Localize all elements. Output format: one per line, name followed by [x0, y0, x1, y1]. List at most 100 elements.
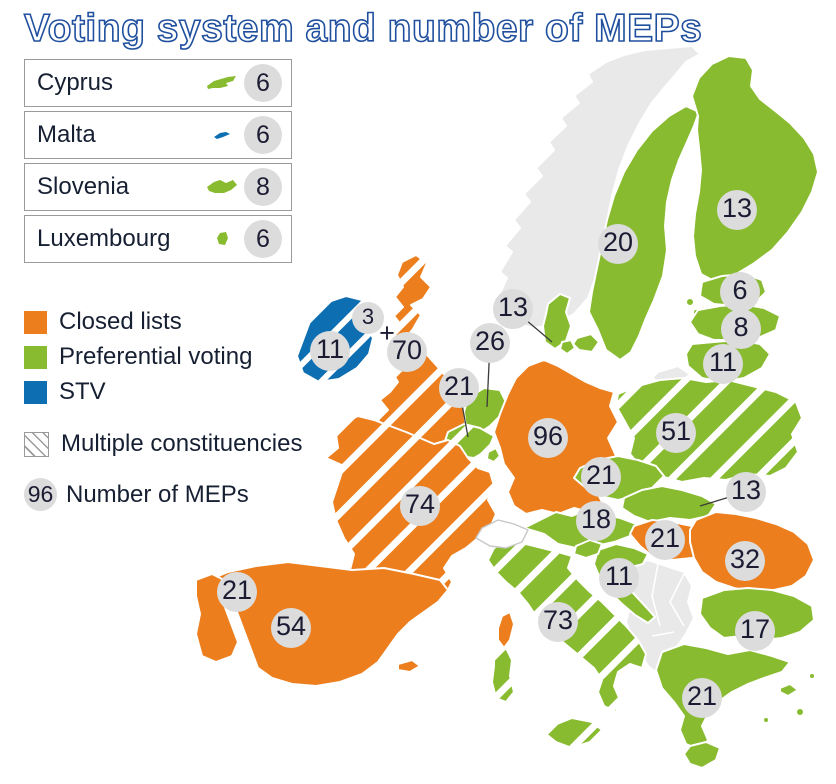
- mep-label-netherlands: 26: [470, 323, 510, 408]
- inset-row-malta: Malta 6: [24, 111, 292, 159]
- mep-count-text: 21: [444, 371, 474, 401]
- mep-label-greece: 21: [682, 678, 722, 718]
- mep-count-text: 20: [603, 227, 633, 257]
- greece-island: [808, 672, 816, 680]
- mep-label-romania: 32: [725, 541, 765, 581]
- mep-count-text: 6: [732, 275, 747, 305]
- slovenia-shape-icon: [200, 174, 244, 200]
- mep-count-text: 26: [475, 326, 505, 356]
- plus-sign: +: [379, 318, 395, 348]
- mep-label-france: 74: [400, 486, 440, 526]
- legend-item-number-of-meps: 96 Number of MEPs: [24, 478, 302, 511]
- mep-count-text: 13: [731, 475, 761, 505]
- mep-count-circle: [682, 678, 722, 718]
- mep-count-circle: [310, 331, 350, 371]
- mep-label-germany: 96: [528, 418, 568, 458]
- mep-label-lithuania: 11: [703, 344, 743, 384]
- mep-label-bulgaria: 17: [735, 611, 775, 651]
- mep-label-austria: 18: [576, 501, 616, 541]
- mep-label-spain: 54: [271, 608, 311, 648]
- mep-count-circle: [493, 289, 533, 329]
- mep-count-text: 13: [498, 292, 528, 322]
- mep-count-circle: [217, 572, 257, 612]
- country-spain: [203, 561, 449, 687]
- country-poland: [615, 377, 803, 483]
- country-greece: [655, 643, 791, 751]
- inset-country-name: Malta: [37, 121, 96, 148]
- mep-count-text: 21: [687, 681, 717, 711]
- inset-row-luxembourg: Luxembourg 6: [24, 215, 292, 263]
- spain-balearic-islands: [397, 659, 421, 673]
- mep-count-circle: [726, 472, 766, 512]
- mep-count-circle: [538, 602, 578, 642]
- title-container: Voting system and number of MEPs: [23, 6, 702, 51]
- country-france-corsica: [497, 611, 515, 649]
- denmark-funen: [559, 339, 576, 355]
- mep-count-text: 11: [709, 347, 737, 377]
- legend-label: STV: [59, 378, 106, 405]
- mep-count-circle: [720, 272, 760, 312]
- mep-label-czech-republic: 21: [581, 457, 621, 497]
- greece-island: [795, 707, 805, 717]
- mep-count-text: 13: [722, 193, 752, 223]
- legend-item-stv: STV: [24, 378, 302, 406]
- mep-count-text: 8: [733, 312, 748, 342]
- greece-peloponnese: [683, 741, 721, 769]
- mep-count-text: 3: [362, 304, 374, 329]
- inset-row-cyprus: Cyprus 6: [24, 59, 292, 107]
- mep-count-text: 73: [543, 605, 573, 635]
- mep-label-slovakia: 13: [699, 472, 766, 512]
- mep-count-circle: [721, 309, 761, 349]
- legend-label: Preferential voting: [59, 343, 253, 370]
- mep-label-portugal: 21: [217, 572, 257, 612]
- country-switzerland: [475, 519, 529, 549]
- mep-label-italy: 73: [538, 602, 578, 642]
- mep-count-circle: [725, 541, 765, 581]
- country-italy-sardinia: [491, 647, 515, 703]
- mep-count-text: 74: [405, 489, 435, 519]
- mep-count-text: 70: [392, 335, 422, 365]
- mep-count-circle: [400, 486, 440, 526]
- page-title: Voting system and number of MEPs: [24, 7, 702, 50]
- mep-count-circle: [717, 190, 757, 230]
- legend-item-multiple-constituencies: Multiple constituencies: [24, 430, 302, 458]
- mep-count-circle: [598, 224, 638, 264]
- mep-count-circle: [581, 457, 621, 497]
- mep-count-circle: [470, 323, 510, 363]
- mep-count-text: 17: [740, 614, 770, 644]
- mep-label-hungary: 21: [645, 520, 685, 560]
- mep-count-circle: [271, 608, 311, 648]
- mep-label-united-kingdom-great-britain: 70: [387, 332, 427, 372]
- legend-label: Multiple constituencies: [61, 430, 303, 457]
- inset-mep-badge: 8: [244, 168, 282, 206]
- mep-count-circle: [645, 520, 685, 560]
- mep-label-croatia: 11: [599, 558, 639, 598]
- preferential-voting-swatch: [24, 345, 47, 369]
- mep-label-finland: 13: [717, 190, 757, 230]
- mep-count-text: 54: [276, 611, 306, 641]
- mep-label-sweden: 20: [598, 224, 638, 264]
- greece-island: [762, 716, 770, 724]
- inset-mep-badge: 6: [244, 64, 282, 102]
- mep-count-text: 21: [586, 460, 616, 490]
- mep-count-text: 32: [730, 544, 760, 574]
- greece-island: [779, 683, 799, 697]
- inset-row-slovenia: Slovenia 8: [24, 163, 292, 211]
- mep-count-circle: [352, 302, 384, 334]
- mep-count-circle: [599, 558, 639, 598]
- inset-country-name: Luxembourg: [37, 225, 171, 252]
- mep-label-poland: 51: [656, 413, 696, 453]
- legend-item-preferential-voting: Preferential voting: [24, 343, 302, 371]
- balkan-internal-borders: [651, 563, 685, 637]
- mep-count-text: 51: [661, 416, 691, 446]
- mep-label-latvia: 8: [721, 309, 761, 349]
- mep-label-estonia: 6: [720, 272, 760, 312]
- legend-item-closed-lists: Closed lists: [24, 308, 302, 336]
- closed-lists-swatch: [24, 310, 47, 334]
- mep-count-circle: [703, 344, 743, 384]
- malta-shape-icon: [200, 122, 244, 148]
- mep-label-belgium: 21: [439, 368, 479, 438]
